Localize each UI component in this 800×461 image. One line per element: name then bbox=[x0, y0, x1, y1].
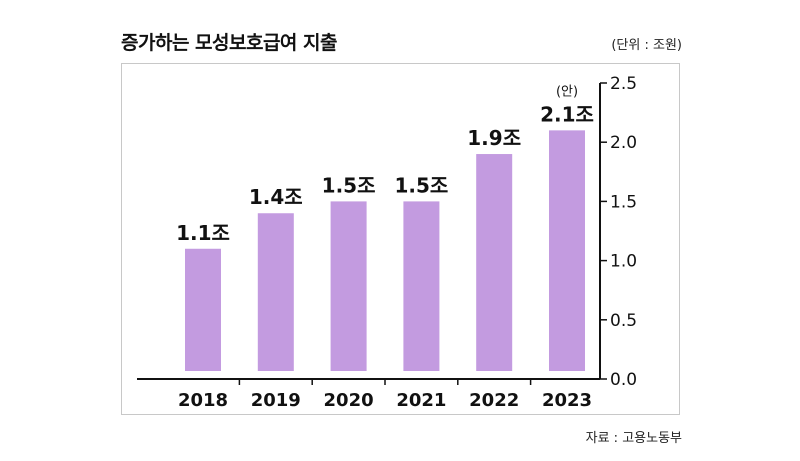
annotation-2023: (안) bbox=[556, 84, 578, 99]
data-label-2021: 1.5조 bbox=[394, 173, 448, 197]
y-tick-label-2.0: 2.0 bbox=[610, 133, 637, 153]
data-label-2022: 1.9조 bbox=[467, 126, 521, 150]
bar-2018 bbox=[185, 248, 221, 371]
x-tick-label-2019: 2019 bbox=[251, 390, 301, 411]
data-label-2020: 1.5조 bbox=[322, 173, 376, 197]
unit-label: (단위 : 조원) bbox=[611, 38, 682, 53]
y-tick-label-1.5: 1.5 bbox=[610, 192, 637, 212]
bar-2023 bbox=[549, 130, 585, 371]
data-label-2023: 2.1조 bbox=[540, 102, 594, 126]
bar-2021 bbox=[403, 201, 440, 371]
bar-2020 bbox=[330, 201, 367, 371]
x-tick-label-2021: 2021 bbox=[396, 390, 446, 411]
chart-title: 증가하는 모성보호급여 지출 bbox=[121, 32, 338, 54]
x-tick-label-2023: 2023 bbox=[542, 390, 592, 411]
y-tick-label-0.5: 0.5 bbox=[610, 311, 637, 331]
data-label-2018: 1.1조 bbox=[176, 221, 230, 245]
y-tick-label-0.0: 0.0 bbox=[610, 370, 637, 390]
bar-2019 bbox=[257, 213, 294, 371]
y-tick-label-2.5: 2.5 bbox=[610, 74, 637, 94]
x-tick-label-2022: 2022 bbox=[469, 390, 519, 411]
y-tick-label-1.0: 1.0 bbox=[610, 252, 637, 272]
x-tick-label-2018: 2018 bbox=[178, 390, 228, 411]
data-label-2019: 1.4조 bbox=[249, 185, 303, 209]
x-tick-label-2020: 2020 bbox=[324, 390, 374, 411]
bar-2022 bbox=[476, 154, 513, 371]
source-label: 자료 : 고용노동부 bbox=[585, 431, 682, 446]
